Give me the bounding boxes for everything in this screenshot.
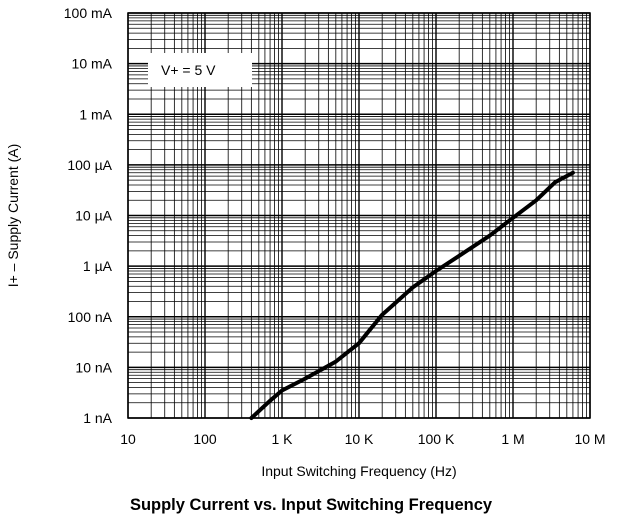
y-tick-label: 10 µA <box>75 208 113 224</box>
annotation-box <box>148 53 252 87</box>
x-tick-labels: 10 100 1 K 10 K 100 K 1 M 10 M <box>120 431 605 447</box>
series-line <box>249 170 575 420</box>
x-tick-label: 10 <box>120 431 136 447</box>
annotation-label: V+ = 5 V <box>161 62 216 78</box>
y-tick-label: 100 mA <box>64 5 113 21</box>
chart-title: Supply Current vs. Input Switching Frequ… <box>129 496 493 514</box>
y-tick-label: 1 mA <box>79 106 112 122</box>
x-tick-label: 100 K <box>418 431 455 447</box>
x-tick-label: 1 M <box>501 431 524 447</box>
plot-frame <box>127 12 591 419</box>
x-tick-label: 1 K <box>271 431 293 447</box>
y-tick-label: 1 µA <box>83 258 113 274</box>
y-tick-labels: 1 nA 10 nA 100 nA 1 µA 10 µA 100 µA 1 mA 10 mA 1… <box>64 5 113 426</box>
y-tick-label: 100 µA <box>67 157 112 173</box>
x-tick-label: 10 K <box>345 431 374 447</box>
x-axis-label: Input Switching Frequency (Hz) <box>261 463 456 479</box>
x-tick-label: 100 <box>193 431 217 447</box>
y-tick-label: 10 mA <box>72 56 113 72</box>
y-axis-label: I+ – Supply Current (A) <box>5 144 21 288</box>
y-tick-label: 10 nA <box>75 359 112 375</box>
x-tick-label: 10 M <box>574 431 605 447</box>
y-tick-label: 1 nA <box>83 410 112 426</box>
y-tick-label: 100 nA <box>68 309 113 325</box>
series-layer <box>249 170 575 420</box>
